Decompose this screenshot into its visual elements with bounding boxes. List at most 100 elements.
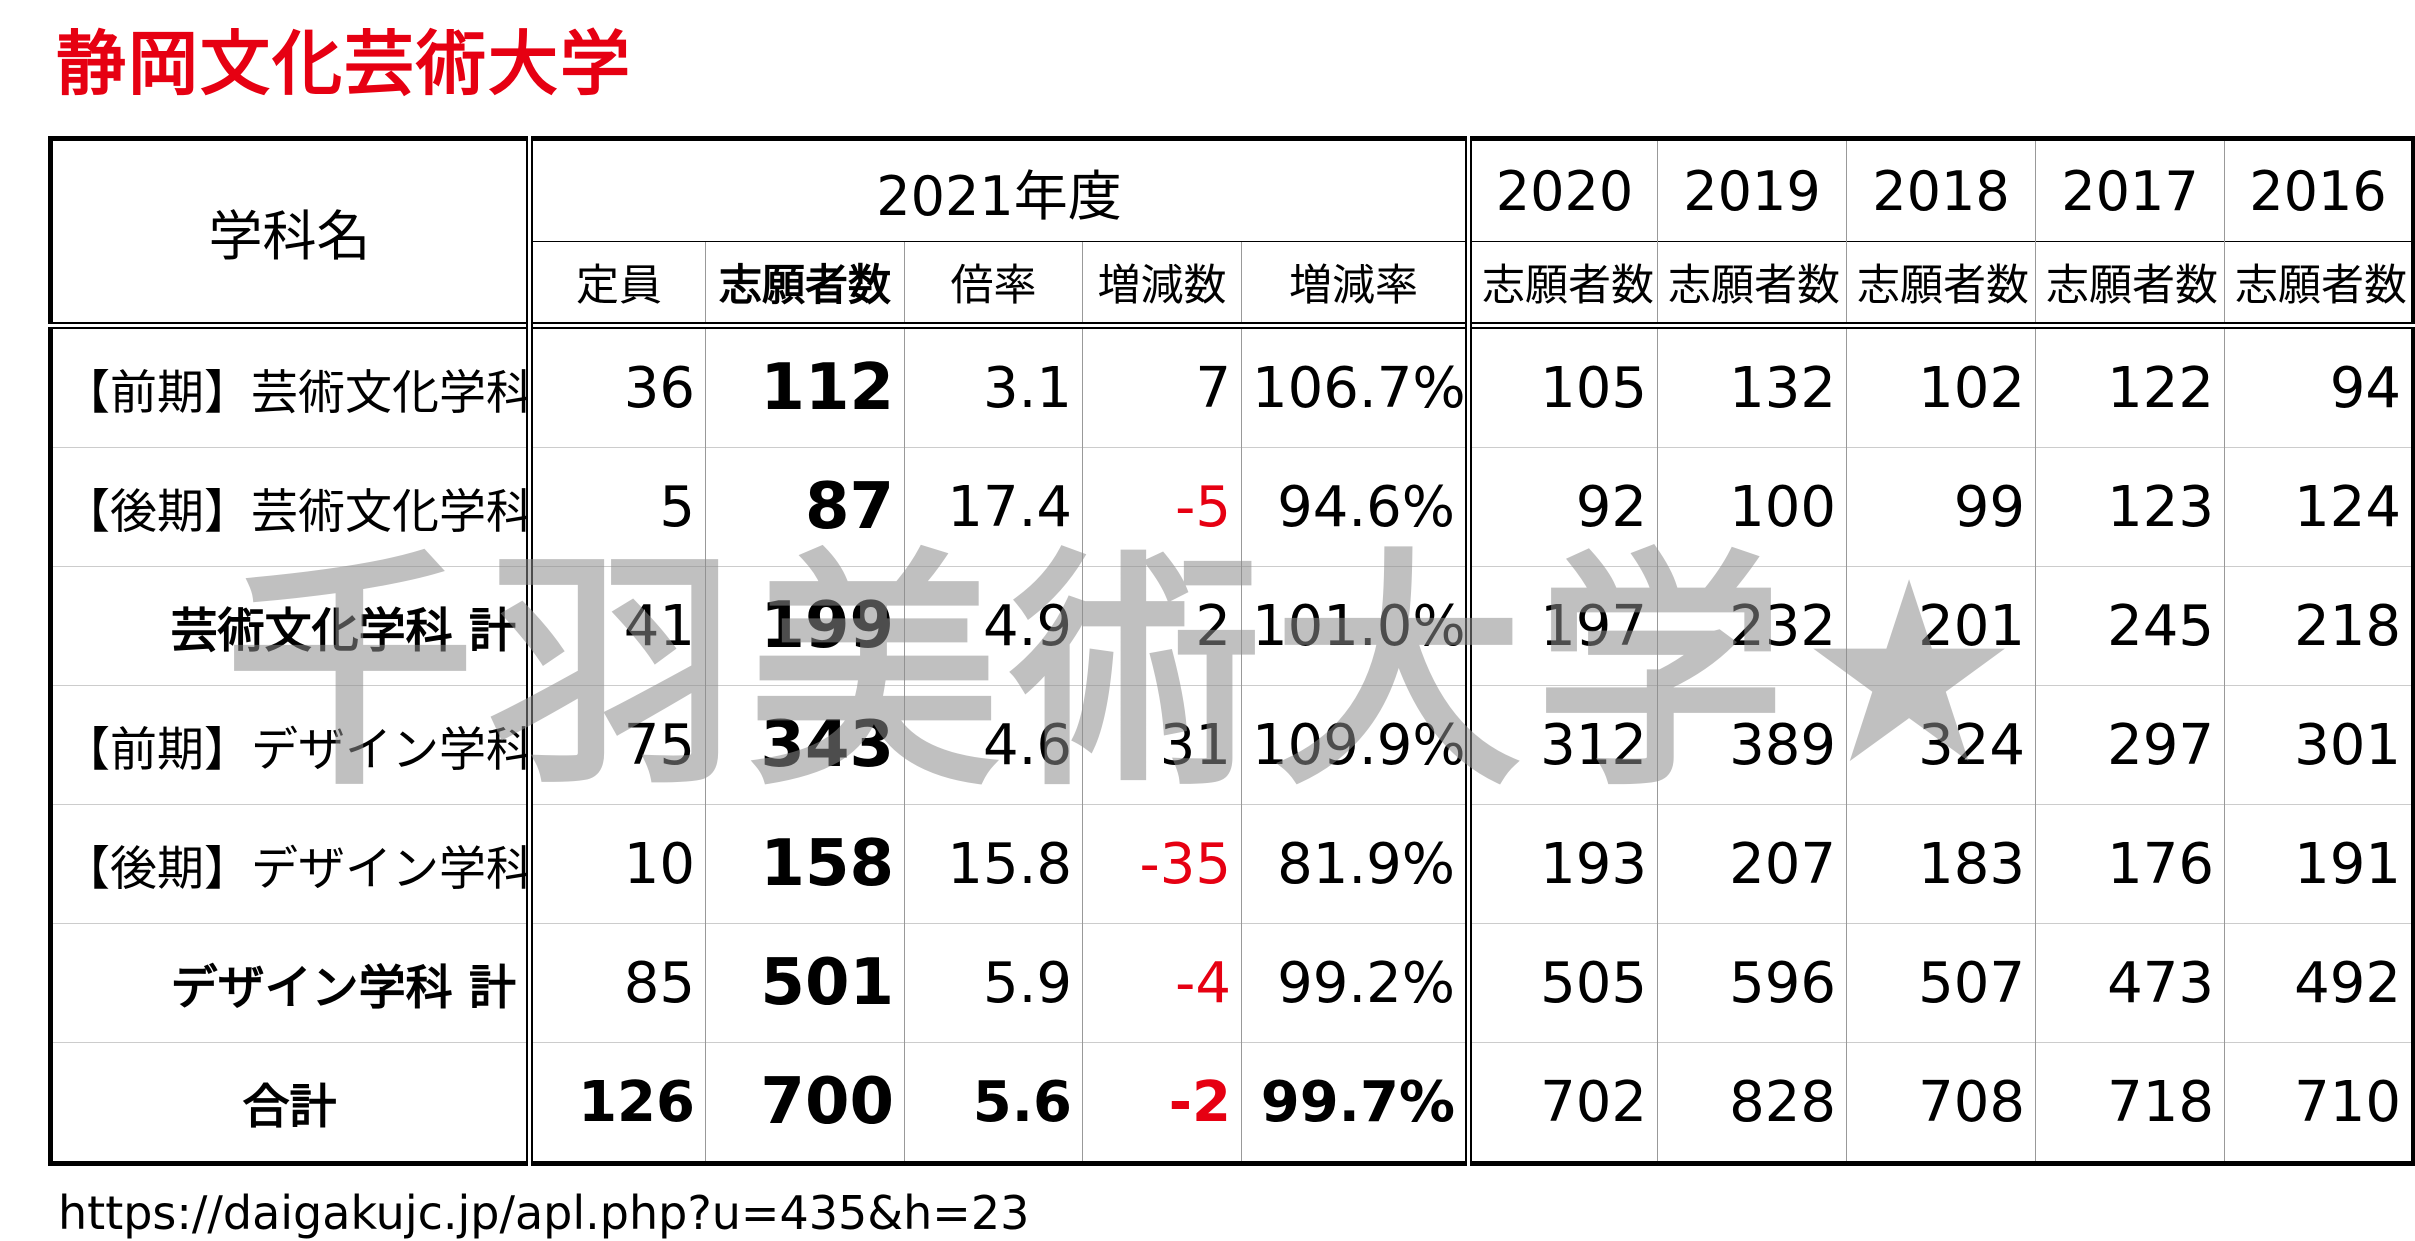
header-cell: 2021年度 [525,138,1469,242]
table-cell: 17.4 [904,447,1083,567]
title: 静岡文化芸術大学 [56,23,632,105]
table-row: 芸術文化学科 計 41 199 4.9 2 101.0% 197 232 201 245 218 [50,566,2414,686]
row-label: 【後期】芸術文化学科 [50,447,530,567]
row-label: デザイン学科 計 [50,923,530,1043]
table-cell: 718 [2035,1042,2225,1164]
table-cell: 102 [1846,322,2036,448]
header-cell: 志願者数 [2035,241,2225,326]
table-cell: 201 [1846,566,2036,686]
table-cell: 4.6 [904,685,1083,805]
table-cell: 81.9% [1240,804,1469,924]
table-cell: 702 [1465,1042,1658,1164]
table-cell: 112 [705,322,905,448]
table-cell: 312 [1465,685,1658,805]
table-cell: 106.7% [1240,322,1469,448]
table-cell: 15.8 [904,804,1083,924]
table-cell: 218 [2224,566,2414,686]
table-cell: 92 [1465,447,1658,567]
table-cell: 301 [2224,685,2414,805]
table-cell: 105 [1465,322,1658,448]
table-cell: 94.6% [1240,447,1469,567]
table-cell: 507 [1846,923,2036,1043]
table-cell: 176 [2035,804,2225,924]
table-row: 【前期】芸術文化学科 36 112 3.1 7 106.7% 105 132 102 122 94 [50,322,2414,448]
table-cell: 828 [1657,1042,1847,1164]
table-cell: 5.6 [904,1042,1083,1164]
table-row: 【後期】デザイン学科 10 158 15.8 -35 81.9% 193 207 183 176 1… [50,804,2414,924]
header-cell: 2017 [2035,138,2225,242]
header-cell: 定員 [526,241,706,326]
table-cell: 505 [1465,923,1658,1043]
row-label: 合計 [50,1042,530,1164]
table-cell: 101.0% [1240,566,1469,686]
header-cell: 2020 [1465,138,1658,242]
table-cell: 31 [1082,685,1242,805]
header-cell: 志願者数 [1657,241,1847,326]
table-cell: 41 [526,566,706,686]
table-cell: 708 [1846,1042,2036,1164]
table-cell: 99 [1846,447,2036,567]
header-cell: 学科名 [50,138,530,326]
table-cell: -35 [1082,804,1242,924]
table-cell: 126 [526,1042,706,1164]
header-cell: 志願者数 [1846,241,2036,326]
header-cell: 志願者数 [705,241,905,326]
table-row: 合計 126 700 5.6 -2 99.7% 702 828 708 718 710 [50,1042,2414,1164]
table-cell: -4 [1082,923,1242,1043]
table-cell: 94 [2224,322,2414,448]
table-cell: 99.2% [1240,923,1469,1043]
admission-table: 学科名 2021年度 2020 2019 2018 2017 2016 定員 志願者数 倍率 増減数… [48,136,2415,1166]
table-cell: 193 [1465,804,1658,924]
header-cell: 倍率 [904,241,1083,326]
table-cell: 100 [1657,447,1847,567]
header-cell: 志願者数 [2224,241,2414,326]
table-cell: 183 [1846,804,2036,924]
table-cell: 124 [2224,447,2414,567]
table-cell: 207 [1657,804,1847,924]
table-cell: 492 [2224,923,2414,1043]
header-cell: 増減数 [1082,241,1242,326]
table-cell: 5 [526,447,706,567]
table-cell: 197 [1465,566,1658,686]
table-cell: 501 [705,923,905,1043]
table-cell: 710 [2224,1042,2414,1164]
table-cell: 324 [1846,685,2036,805]
table-cell: 10 [526,804,706,924]
table-row: 【後期】芸術文化学科 5 87 17.4 -5 94.6% 92 100 99 123 124 [50,447,2414,567]
table-cell: 7 [1082,322,1242,448]
table-cell: 473 [2035,923,2225,1043]
table-row: デザイン学科 計 85 501 5.9 -4 99.2% 505 596 507 473 492 [50,923,2414,1043]
header-cell: 2016 [2224,138,2414,242]
table-cell: 700 [705,1042,905,1164]
table-row: 【前期】デザイン学科 75 343 4.6 31 109.9% 312 389 324 297 30… [50,685,2414,805]
table-cell: 123 [2035,447,2225,567]
table-cell: -2 [1082,1042,1242,1164]
table-cell: 36 [526,322,706,448]
table-cell: 75 [526,685,706,805]
source-url: https://daigakujc.jp/apl.php?u=435&h=23 [58,1186,1030,1240]
header-cell: 2019 [1657,138,1847,242]
row-label: 【後期】デザイン学科 [50,804,530,924]
table-cell: 5.9 [904,923,1083,1043]
table-cell: 4.9 [904,566,1083,686]
table-cell: 199 [705,566,905,686]
table-cell: 122 [2035,322,2225,448]
table-cell: 87 [705,447,905,567]
header-row: 学科名 2021年度 2020 2019 2018 2017 2016 [50,138,2414,326]
table-cell: 132 [1657,322,1847,448]
header-cell: 志願者数 [1465,241,1658,326]
table-cell: 109.9% [1240,685,1469,805]
header-cell: 2018 [1846,138,2036,242]
table-cell: 191 [2224,804,2414,924]
table-cell: 232 [1657,566,1847,686]
header-row: 定員 志願者数 倍率 増減数 増減率 志願者数 志願者数 志願者数 志願者数 志願者数 [51,241,2414,326]
table-cell: 596 [1657,923,1847,1043]
table-cell: 297 [2035,685,2225,805]
table-cell: 85 [526,923,706,1043]
table-cell: 158 [705,804,905,924]
table-cell: 2 [1082,566,1242,686]
table-cell: -5 [1082,447,1242,567]
row-label: 【前期】デザイン学科 [50,685,530,805]
